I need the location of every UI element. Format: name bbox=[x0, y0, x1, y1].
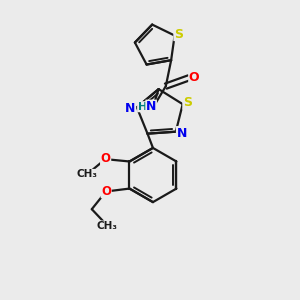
Text: N: N bbox=[125, 102, 136, 115]
Text: S: S bbox=[183, 96, 192, 109]
Text: S: S bbox=[174, 28, 183, 40]
Text: O: O bbox=[189, 71, 200, 84]
Text: CH₃: CH₃ bbox=[76, 169, 98, 179]
Text: CH₃: CH₃ bbox=[97, 221, 118, 231]
Text: H: H bbox=[138, 102, 147, 112]
Text: O: O bbox=[101, 185, 111, 198]
Text: N: N bbox=[176, 127, 187, 140]
Text: O: O bbox=[100, 152, 111, 165]
Text: N: N bbox=[146, 100, 156, 113]
